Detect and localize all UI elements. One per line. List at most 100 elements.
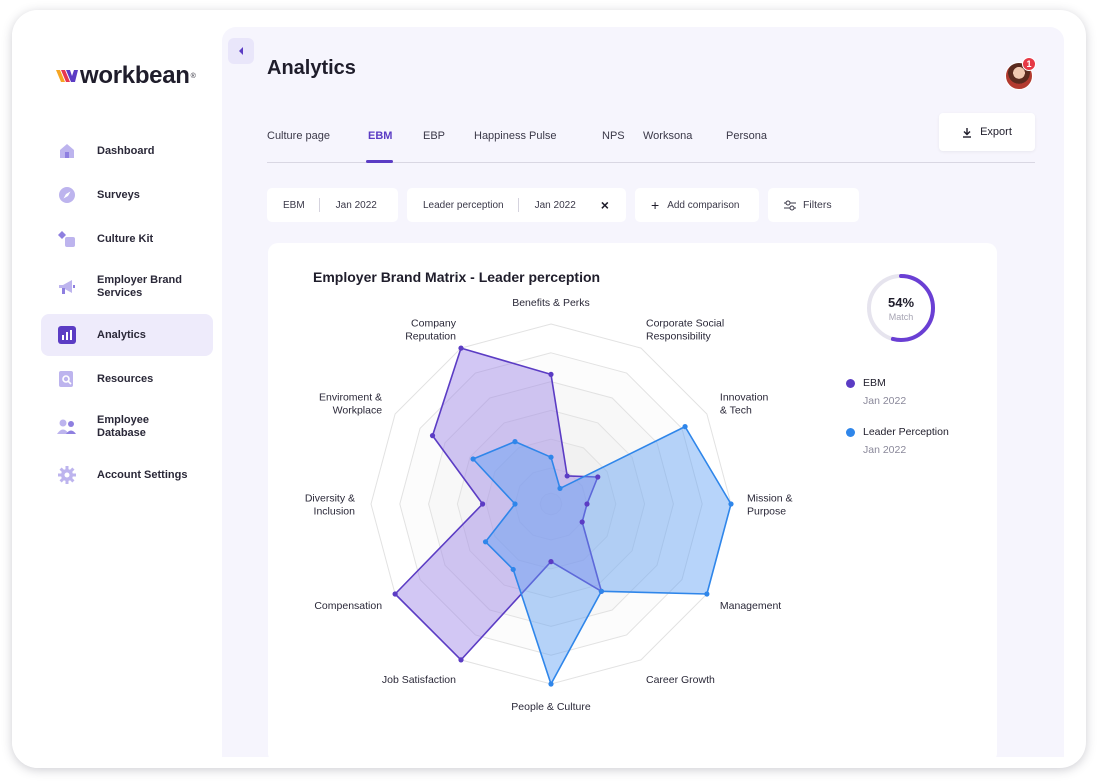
radar-point — [548, 681, 554, 687]
add-comparison-button[interactable]: + Add comparison — [635, 188, 759, 222]
match-ring — [867, 274, 935, 342]
download-icon — [963, 127, 972, 138]
export-label: Export — [980, 126, 1012, 138]
tab-ebp[interactable]: EBP — [423, 130, 446, 142]
sidebar-item-analytics[interactable]: Analytics — [41, 314, 213, 356]
radar-axis-label: Management — [720, 600, 781, 612]
app-window: workbean ® Dashboard Surveys Culture — [12, 10, 1086, 768]
plus-icon: + — [651, 197, 660, 213]
megaphone-icon — [57, 277, 77, 297]
remove-filter-icon[interactable]: × — [600, 197, 609, 213]
radar-point — [458, 345, 464, 351]
radar-axis-label: Company Reputation — [405, 318, 457, 343]
filters-button[interactable]: Filters — [768, 188, 859, 222]
document-search-icon — [57, 369, 77, 389]
sidebar: workbean ® Dashboard Surveys Culture — [12, 10, 222, 768]
sidebar-item-label: Employer Brand Services — [97, 274, 182, 299]
tab-persona[interactable]: Persona — [726, 130, 767, 142]
filter-chip-ebm[interactable]: EBM Jan 2022 — [267, 188, 398, 222]
legend-name: Leader Perception — [863, 426, 949, 438]
tab-nps[interactable]: NPS — [602, 130, 625, 142]
radar-point — [482, 539, 489, 545]
radar-point — [429, 433, 436, 439]
chart-icon — [57, 325, 77, 345]
sidebar-item-label: Resources — [97, 372, 154, 385]
tab-worksona[interactable]: Worksona — [643, 130, 693, 142]
radar-point — [595, 474, 601, 480]
compass-icon — [57, 185, 77, 205]
notification-badge: 1 — [1022, 57, 1036, 71]
match-label: Match — [888, 312, 914, 322]
chart-card: Employer Brand Matrix - Leader perceptio… — [268, 243, 997, 763]
add-comparison-label: Add comparison — [667, 199, 740, 211]
legend-dot — [846, 428, 855, 437]
sidebar-item-employer-brand-services[interactable]: Employer Brand Services — [41, 262, 213, 312]
main-content: Analytics 1 Culture page EBM EBP Happine… — [222, 27, 1064, 763]
gear-icon — [57, 465, 77, 485]
tab-ebm[interactable]: EBM — [368, 130, 393, 142]
export-button[interactable]: Export — [939, 113, 1035, 151]
caret-left-icon — [239, 47, 243, 55]
tab-happiness-pulse[interactable]: Happiness Pulse — [474, 130, 557, 142]
sidebar-item-surveys[interactable]: Surveys — [41, 174, 213, 216]
sidebar-item-label: Culture Kit — [97, 232, 154, 245]
sidebar-item-resources[interactable]: Resources — [41, 358, 213, 400]
sidebar-item-dashboard[interactable]: Dashboard — [41, 130, 213, 172]
radar-point — [458, 657, 464, 663]
filters-label: Filters — [803, 199, 832, 211]
radar-axis-label: Compensation — [314, 600, 382, 612]
sidebar-item-label: Analytics — [97, 328, 146, 341]
sidebar-item-culture-kit[interactable]: Culture Kit — [41, 218, 213, 260]
filter-chip-name: Leader perception — [423, 199, 504, 211]
radar-point — [579, 519, 585, 525]
users-icon — [57, 417, 77, 437]
shapes-icon — [57, 229, 77, 249]
filter-chip-leader-perception[interactable]: Leader perception Jan 2022 × — [407, 188, 626, 222]
radar-point — [512, 501, 518, 507]
radar-point — [557, 485, 563, 492]
radar-axis-label: Corporate Social Responsibility — [646, 318, 724, 343]
match-gauge: 54% Match — [865, 272, 937, 344]
active-tab-indicator — [366, 160, 393, 163]
chip-divider — [318, 198, 320, 212]
radar-point — [704, 591, 710, 597]
radar-point — [548, 454, 554, 460]
radar-axis-label: Career Growth — [646, 674, 715, 686]
legend-dot — [846, 379, 855, 388]
radar-point — [598, 588, 604, 594]
sidebar-item-employee-database[interactable]: Employee Database — [41, 402, 213, 452]
match-ring-progress — [867, 274, 935, 342]
sidebar-item-label: Surveys — [97, 188, 140, 201]
sidebar-item-label: Dashboard — [97, 144, 155, 157]
radar-point — [510, 566, 516, 573]
radar-axis-label: Mission & Purpose — [747, 493, 793, 518]
home-icon — [57, 141, 77, 161]
radar-point — [480, 501, 486, 507]
brand-logo[interactable]: workbean ® — [56, 62, 196, 90]
radar-axis-label: Innovation & Tech — [720, 392, 769, 417]
radar-point — [392, 591, 398, 597]
chip-divider — [517, 198, 519, 212]
tab-culture-page[interactable]: Culture page — [267, 130, 330, 142]
radar-point — [728, 501, 734, 507]
radar-chart: Benefits & Perks Corporate Social Responsi… — [305, 297, 793, 713]
sliders-icon — [784, 200, 796, 210]
radar-axis-label: Job Satisfaction — [382, 674, 456, 686]
collapse-sidebar-button[interactable] — [228, 38, 254, 64]
radar-point — [548, 371, 554, 377]
legend-date: Jan 2022 — [863, 444, 907, 456]
sidebar-nav: Dashboard Surveys Culture Kit Employer B… — [41, 130, 213, 498]
radar-point — [584, 501, 590, 507]
workbean-logo-icon — [56, 70, 78, 82]
analytics-tabs: Culture page EBM EBP Happiness Pulse NPS… — [267, 113, 1035, 163]
brand-registered: ® — [190, 72, 196, 80]
radar-point — [512, 439, 518, 445]
page-title: Analytics — [267, 57, 356, 79]
radar-point — [548, 559, 554, 565]
legend-date: Jan 2022 — [863, 395, 907, 407]
filter-chip-date: Jan 2022 — [335, 199, 377, 211]
sidebar-item-label: Account Settings — [97, 468, 188, 481]
radar-point — [682, 424, 688, 430]
radar-axis-label: People & Culture — [511, 701, 591, 713]
sidebar-item-account-settings[interactable]: Account Settings — [41, 454, 213, 496]
